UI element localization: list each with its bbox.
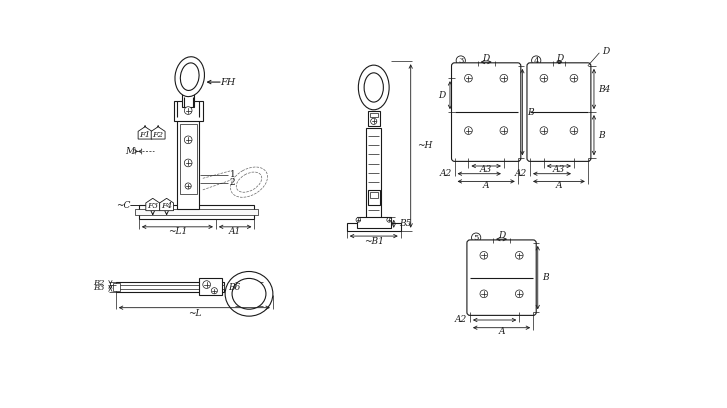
Ellipse shape	[364, 73, 383, 102]
Ellipse shape	[358, 65, 389, 110]
Ellipse shape	[180, 63, 199, 91]
Text: 3: 3	[458, 57, 463, 64]
Text: B: B	[598, 131, 605, 140]
Circle shape	[540, 127, 547, 134]
Circle shape	[465, 74, 473, 82]
Text: A2: A2	[515, 169, 527, 178]
Ellipse shape	[232, 278, 266, 309]
Text: D: D	[438, 91, 446, 100]
Bar	[180, 124, 196, 194]
Text: A: A	[498, 327, 505, 336]
Circle shape	[185, 183, 191, 189]
Bar	[370, 113, 377, 118]
Text: A1: A1	[229, 227, 241, 236]
Text: F1: F1	[140, 131, 150, 139]
Text: F3: F3	[147, 202, 158, 210]
Circle shape	[203, 281, 211, 288]
Text: D: D	[555, 54, 563, 63]
Text: M: M	[125, 147, 134, 156]
Circle shape	[185, 107, 192, 114]
Bar	[182, 92, 194, 107]
Text: 1: 1	[230, 170, 236, 179]
Text: D: D	[483, 55, 490, 64]
Text: B: B	[527, 108, 534, 117]
Circle shape	[531, 56, 541, 65]
Circle shape	[212, 288, 217, 294]
Text: F4: F4	[161, 202, 172, 210]
Text: 2: 2	[230, 177, 236, 187]
Text: ~H: ~H	[417, 142, 433, 151]
Circle shape	[480, 290, 488, 298]
Circle shape	[356, 217, 361, 222]
Polygon shape	[138, 127, 152, 139]
Text: B5: B5	[399, 219, 411, 228]
Circle shape	[500, 127, 507, 134]
Text: A2: A2	[439, 169, 451, 178]
Text: F2: F2	[153, 131, 164, 139]
Text: 4: 4	[534, 57, 539, 64]
Text: B3: B3	[94, 284, 105, 293]
FancyBboxPatch shape	[467, 240, 537, 315]
Text: FH: FH	[220, 78, 236, 86]
Circle shape	[570, 127, 578, 134]
Bar	[113, 283, 121, 291]
Circle shape	[480, 251, 488, 259]
Text: D: D	[602, 47, 609, 56]
Circle shape	[472, 233, 481, 242]
Text: A3: A3	[553, 165, 565, 174]
Circle shape	[185, 159, 192, 167]
Circle shape	[465, 127, 473, 134]
Text: ~L1: ~L1	[168, 227, 187, 236]
Bar	[357, 217, 390, 228]
Bar	[347, 223, 401, 231]
Bar	[139, 205, 254, 219]
Polygon shape	[160, 198, 174, 211]
Bar	[174, 101, 203, 121]
Text: A2: A2	[454, 315, 467, 324]
Bar	[370, 192, 377, 198]
Text: B: B	[542, 273, 549, 282]
Bar	[368, 111, 380, 126]
Text: ~C: ~C	[116, 201, 131, 210]
Circle shape	[371, 118, 377, 124]
Text: B4: B4	[598, 84, 611, 93]
Polygon shape	[151, 127, 165, 139]
Bar	[199, 278, 222, 295]
Bar	[116, 282, 224, 292]
Circle shape	[540, 74, 547, 82]
Bar	[177, 117, 199, 209]
Text: ~L: ~L	[188, 308, 201, 317]
Circle shape	[387, 217, 391, 222]
Text: A3: A3	[480, 165, 492, 174]
Circle shape	[515, 290, 523, 298]
Circle shape	[500, 74, 507, 82]
Text: B2: B2	[94, 279, 105, 287]
Text: ~B1: ~B1	[364, 237, 384, 246]
FancyBboxPatch shape	[451, 63, 521, 162]
Ellipse shape	[225, 271, 273, 316]
Text: D: D	[498, 231, 505, 240]
Bar	[116, 285, 224, 289]
Text: A: A	[483, 181, 489, 190]
FancyBboxPatch shape	[527, 63, 591, 162]
Text: 5: 5	[473, 234, 479, 242]
Bar	[135, 209, 258, 215]
Circle shape	[456, 56, 465, 65]
Circle shape	[185, 136, 192, 144]
Text: B6: B6	[228, 283, 241, 292]
Text: A: A	[555, 181, 562, 190]
Polygon shape	[146, 198, 160, 211]
Ellipse shape	[175, 57, 204, 97]
Circle shape	[570, 74, 578, 82]
Bar	[368, 190, 380, 205]
Bar	[366, 128, 382, 221]
Circle shape	[515, 251, 523, 259]
